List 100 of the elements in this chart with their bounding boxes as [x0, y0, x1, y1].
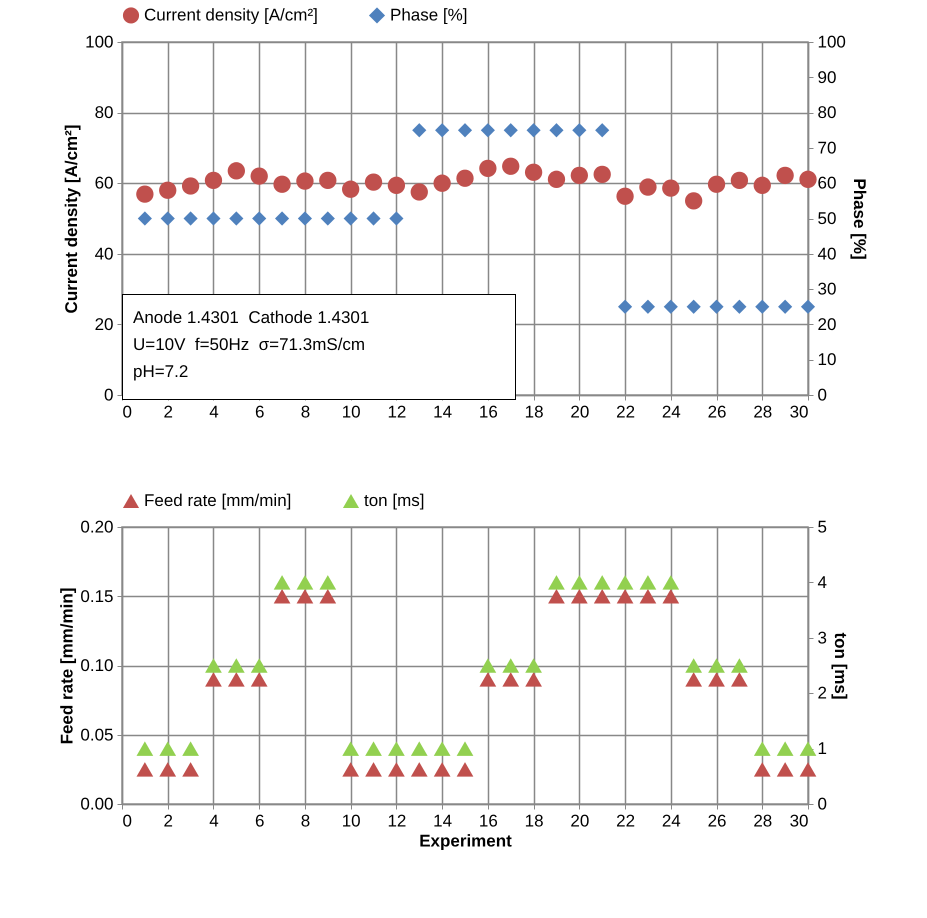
point — [570, 589, 588, 604]
point — [640, 575, 656, 590]
point — [502, 158, 520, 175]
point — [364, 174, 382, 191]
point — [730, 172, 748, 190]
point — [480, 658, 496, 673]
point — [410, 762, 428, 777]
y2-tick-label: 30 — [818, 280, 836, 299]
y2-tick-label: 5 — [818, 518, 827, 536]
point — [525, 672, 542, 687]
y-tick-label: 0.20 — [80, 518, 114, 536]
point — [205, 658, 222, 673]
point — [800, 300, 816, 314]
y-tick-label: 20 — [94, 314, 114, 334]
point — [618, 300, 632, 314]
point — [549, 123, 564, 138]
point — [502, 672, 520, 687]
point — [686, 300, 701, 314]
x-tick-label: 2 — [164, 812, 173, 830]
point — [320, 211, 335, 226]
x-tick-label: 30 — [790, 402, 808, 422]
y2-tick-label: 1 — [818, 739, 827, 758]
y-tick-label: 40 — [94, 244, 114, 264]
point — [388, 762, 405, 777]
point — [204, 172, 222, 190]
y-tick-label: 0.15 — [80, 586, 114, 606]
y2-tick-label: 2 — [818, 684, 827, 703]
y2-tick-label: 90 — [818, 68, 836, 87]
point — [160, 211, 175, 226]
y2-axis-title: Phase [%] — [850, 178, 869, 260]
x-tick-label: 8 — [300, 402, 310, 422]
point — [456, 741, 474, 756]
point — [594, 589, 611, 604]
x-tick-label: 28 — [753, 402, 772, 422]
point — [479, 160, 497, 178]
x-tick-label: 14 — [433, 812, 452, 830]
y2-axis-title: ton [ms] — [830, 632, 850, 700]
point — [344, 211, 358, 226]
y-axis-title: Feed rate [mm/min] — [57, 588, 76, 744]
point — [755, 300, 770, 314]
point — [182, 762, 199, 777]
x-tick-label: 30 — [790, 812, 808, 830]
point — [342, 762, 360, 777]
y2-tick-label: 4 — [818, 572, 827, 592]
point — [184, 211, 198, 226]
x-tick-label: 0 — [122, 402, 132, 422]
point — [502, 658, 520, 673]
x-tick-label: 16 — [478, 812, 498, 830]
point — [799, 170, 817, 188]
point — [250, 672, 268, 687]
point — [639, 178, 657, 196]
y-tick-label: 0 — [104, 386, 114, 404]
point — [754, 176, 771, 194]
point — [138, 211, 152, 226]
point — [708, 672, 725, 687]
point — [548, 589, 565, 604]
y2-tick-label: 60 — [818, 174, 836, 193]
x-tick-label: 28 — [753, 812, 772, 830]
point — [800, 741, 816, 756]
point — [274, 575, 290, 590]
point — [274, 589, 290, 604]
legend-label: Phase [%] — [390, 5, 468, 24]
note-box: Anode 1.4301 Cathode 1.4301 U=10V f=50Hz σ=71.3mS/cm pH=7.2 — [122, 294, 516, 400]
x-tick-label: 22 — [616, 402, 636, 422]
legend-label: ton [ms] — [364, 491, 424, 510]
x-tick-label: 20 — [570, 402, 590, 422]
point — [595, 123, 610, 138]
point — [525, 658, 542, 673]
point — [182, 741, 199, 756]
point — [273, 176, 291, 193]
y-tick-label: 0.10 — [80, 656, 114, 675]
x-tick-label: 22 — [616, 812, 636, 830]
point — [159, 182, 176, 199]
x-tick-label: 16 — [478, 402, 498, 422]
point — [662, 575, 680, 590]
point — [456, 762, 474, 777]
y-tick-label: 100 — [85, 32, 114, 52]
y-tick-label: 0.00 — [80, 794, 114, 814]
y2-tick-label: 0 — [818, 794, 827, 814]
point — [228, 162, 245, 180]
x-tick-label: 10 — [342, 402, 361, 422]
x-tick-label: 4 — [209, 402, 219, 422]
point — [389, 211, 404, 226]
point — [548, 170, 566, 188]
x-tick-label: 10 — [342, 812, 361, 830]
point — [754, 762, 771, 777]
y2-tick-label: 3 — [818, 628, 827, 648]
point — [182, 177, 200, 195]
x-tick-label: 24 — [662, 812, 681, 830]
point — [298, 211, 312, 226]
point — [319, 575, 336, 590]
y-tick-label: 80 — [94, 103, 114, 122]
point — [754, 741, 771, 756]
point — [731, 672, 748, 687]
annotation: Anode 1.4301 Cathode 1.4301 — [133, 307, 370, 329]
point — [594, 166, 611, 184]
y2-tick-label: 50 — [818, 209, 836, 228]
point — [434, 762, 450, 777]
y2-tick-label: 70 — [818, 138, 836, 158]
x-tick-label: 8 — [300, 812, 310, 830]
